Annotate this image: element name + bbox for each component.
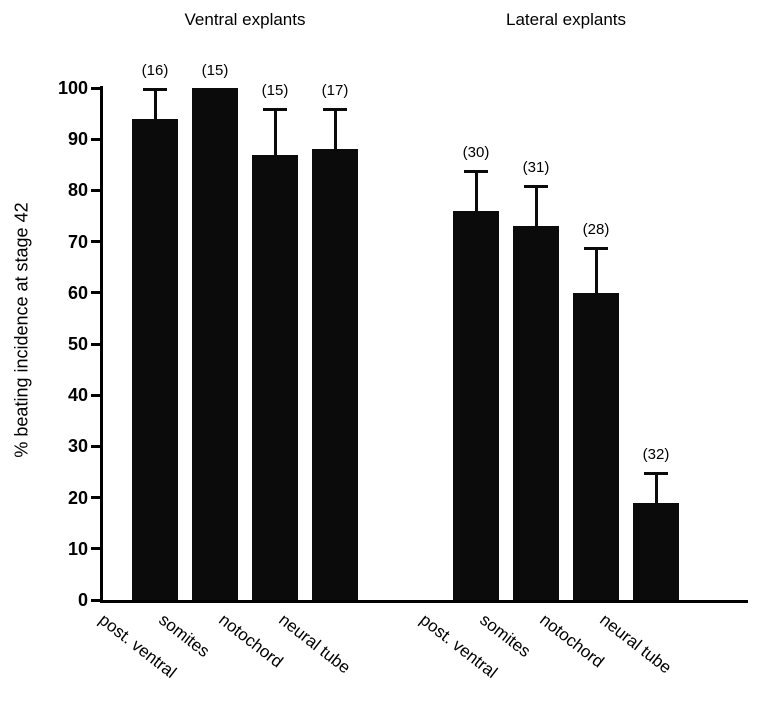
y-tick-mark xyxy=(91,547,100,551)
y-axis-line xyxy=(100,86,103,603)
error-bar xyxy=(153,88,157,119)
error-bar-cap xyxy=(263,108,287,112)
error-bar xyxy=(594,246,598,293)
error-bar xyxy=(333,108,337,150)
error-bar xyxy=(534,185,538,227)
group-title-lateral-explants: Lateral explants xyxy=(505,10,627,29)
error-bar-cap xyxy=(143,88,167,91)
error-bar-cap xyxy=(323,108,347,112)
x-category-label: notochord xyxy=(536,610,608,672)
x-category-label: neural tube xyxy=(275,610,355,678)
y-tick-mark xyxy=(91,342,100,346)
y-tick-mark xyxy=(91,496,100,500)
bar-ventral-somites xyxy=(192,88,238,600)
bar-lateral-notochord xyxy=(573,292,619,600)
error-bar xyxy=(474,169,478,211)
y-tick-mark xyxy=(91,240,100,244)
error-bar-cap xyxy=(644,472,668,475)
sample-size-label: (16) xyxy=(141,62,169,79)
bar-lateral-post-ventral xyxy=(453,210,499,600)
y-tick-mark xyxy=(91,188,100,192)
y-tick-label: 10 xyxy=(67,538,88,559)
y-tick-label: 100 xyxy=(57,78,88,98)
sample-size-label: (30) xyxy=(462,143,490,161)
y-tick-mark xyxy=(91,444,100,448)
x-category-label: neural tube xyxy=(596,610,676,678)
y-tick-label: 80 xyxy=(67,180,88,201)
y-tick-mark xyxy=(91,393,100,397)
error-bar xyxy=(273,108,277,155)
error-bar-cap xyxy=(584,246,608,250)
y-tick-label: 40 xyxy=(67,385,88,406)
y-tick-mark xyxy=(91,598,100,602)
sample-size-label: (15) xyxy=(201,62,229,79)
sample-size-label: (17) xyxy=(321,82,349,100)
y-tick-label: 50 xyxy=(67,334,88,354)
y-tick-label: 90 xyxy=(67,129,88,150)
bar-lateral-neural-tube xyxy=(633,502,679,600)
error-bar-cap xyxy=(464,169,488,173)
y-tick-label: 20 xyxy=(67,487,88,508)
sample-size-label: (32) xyxy=(642,446,670,463)
bar-lateral-somites xyxy=(513,226,559,600)
error-bar-cap xyxy=(524,185,548,189)
x-category-label: notochord xyxy=(215,610,287,672)
sample-size-label: (31) xyxy=(522,159,550,177)
group-title-ventral-explants: Ventral explants xyxy=(184,10,306,29)
y-tick-mark xyxy=(91,86,100,90)
sample-size-label: (28) xyxy=(582,220,610,238)
bar-ventral-post-ventral xyxy=(132,118,178,600)
y-tick-mark xyxy=(91,137,100,141)
y-tick-label: 0 xyxy=(77,590,88,610)
y-axis-label: % beating incidence at stage 42 xyxy=(11,202,32,458)
error-bar xyxy=(654,472,658,503)
x-axis-line xyxy=(100,600,748,603)
y-tick-label: 70 xyxy=(67,231,88,252)
y-tick-mark xyxy=(91,291,100,295)
y-tick-label: 30 xyxy=(67,436,88,457)
bar-ventral-notochord xyxy=(252,154,298,600)
sample-size-label: (15) xyxy=(261,82,289,100)
y-tick-label: 60 xyxy=(67,282,88,303)
bar-ventral-neural-tube xyxy=(312,149,358,600)
